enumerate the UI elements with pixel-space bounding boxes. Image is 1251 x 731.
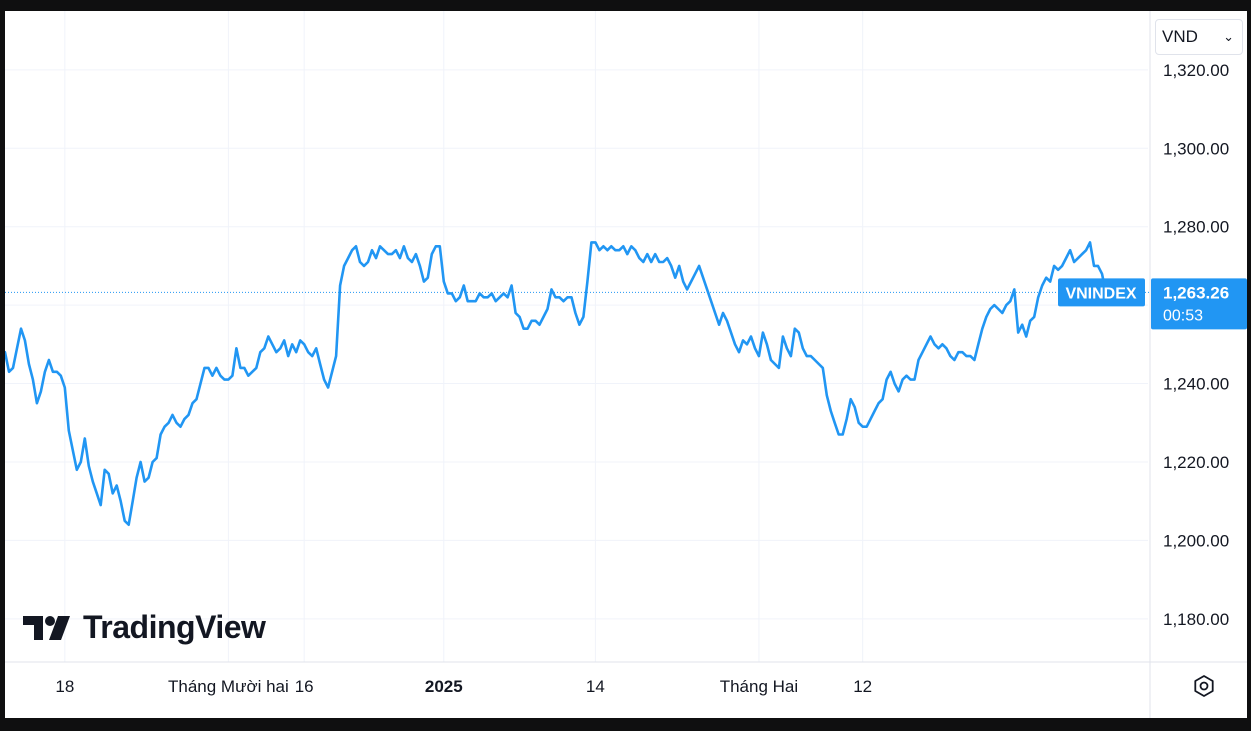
tradingview-logo[interactable]: TradingView [23, 609, 266, 646]
y-tick-label: 1,180.00 [1163, 610, 1229, 629]
y-tick-label: 1,200.00 [1163, 531, 1229, 550]
x-tick-label: 14 [586, 677, 605, 696]
tradingview-wordmark: TradingView [83, 609, 266, 645]
x-tick-label: Tháng Hai [720, 677, 798, 696]
y-tick-label: 1,220.00 [1163, 453, 1229, 472]
chart-frame: 1,180.001,200.001,220.001,240.001,260.00… [5, 11, 1247, 718]
price-label-value: 1,263.26 [1163, 283, 1229, 302]
symbol-label: VNINDEX [1065, 285, 1136, 302]
tradingview-logo-icon [23, 615, 70, 640]
x-tick-label: 16 [295, 677, 314, 696]
chevron-down-icon: ⌄ [1223, 29, 1234, 44]
y-tick-label: 1,240.00 [1163, 375, 1229, 394]
x-tick-label: 12 [853, 677, 872, 696]
x-tick-label: 18 [55, 677, 74, 696]
gear-settings-icon[interactable] [1191, 673, 1217, 699]
x-tick-label: Tháng Mười hai [168, 677, 289, 696]
chart-canvas[interactable]: 1,180.001,200.001,220.001,240.001,260.00… [5, 11, 1247, 718]
y-tick-label: 1,320.00 [1163, 61, 1229, 80]
series-line-vnindex [5, 241, 1108, 527]
y-tick-label: 1,300.00 [1163, 139, 1229, 158]
symbol-label-bg [1058, 278, 1145, 307]
x-tick-label: 2025 [425, 677, 463, 696]
price-label-countdown: 00:53 [1163, 307, 1203, 324]
currency-label: VND [1162, 27, 1198, 46]
price-label-bg [1151, 278, 1247, 330]
currency-selector[interactable]: VND ⌄ [1155, 19, 1243, 55]
y-tick-label: 1,280.00 [1163, 218, 1229, 237]
